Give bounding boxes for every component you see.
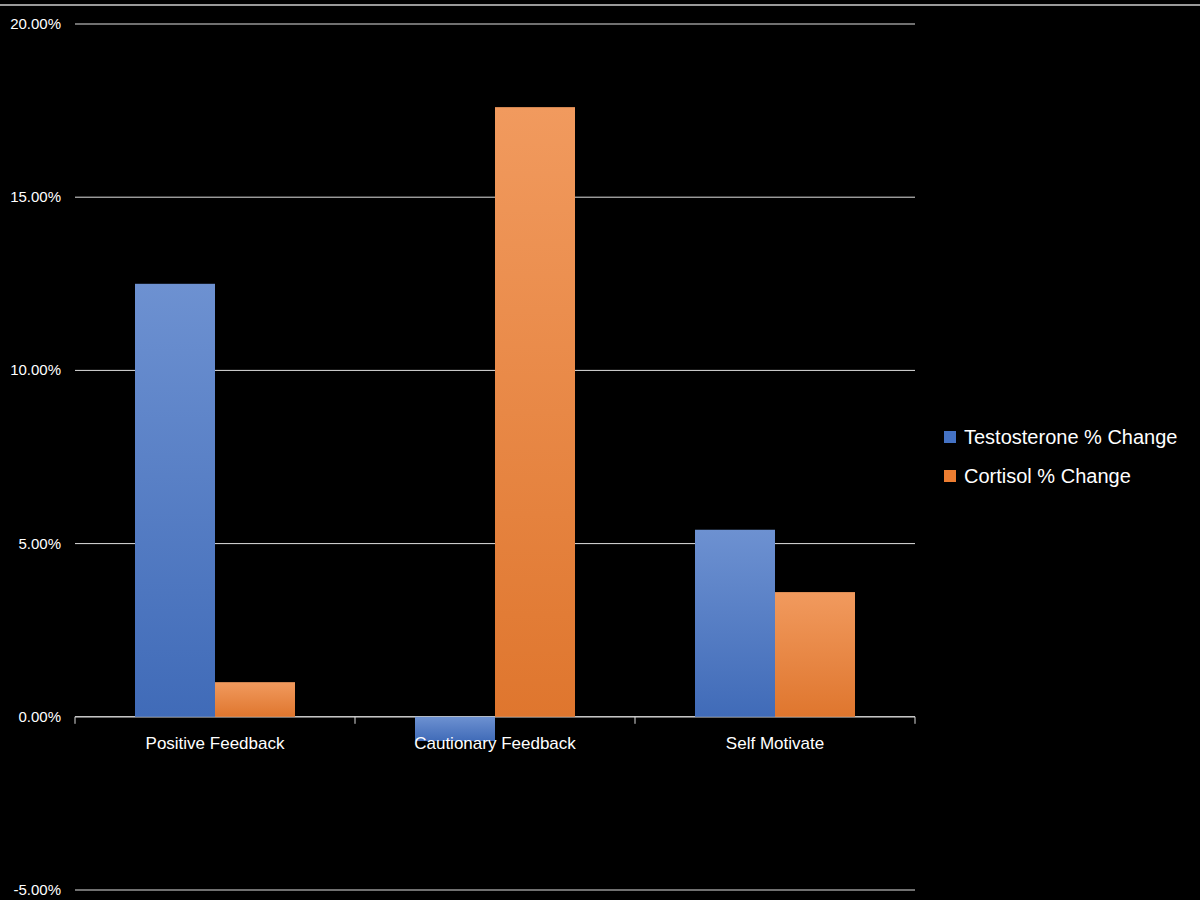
bar <box>495 107 575 717</box>
legend-label: Cortisol % Change <box>964 465 1131 487</box>
y-tick-label: 10.00% <box>10 361 61 378</box>
y-tick-label: 5.00% <box>18 535 61 552</box>
y-tick-label: 15.00% <box>10 188 61 205</box>
y-tick-label: -5.00% <box>13 881 61 898</box>
top-border <box>0 4 1200 6</box>
bar <box>135 284 215 717</box>
y-tick-label: 0.00% <box>18 708 61 725</box>
background <box>0 0 1200 900</box>
x-axis-tick <box>75 717 76 724</box>
grid <box>75 24 915 890</box>
x-axis-tick <box>355 717 356 724</box>
grid-line <box>75 890 915 891</box>
legend-swatch <box>944 470 956 482</box>
x-tick-label: Self Motivate <box>726 734 824 753</box>
x-axis-tick <box>915 717 916 724</box>
y-tick-label: 20.00% <box>10 15 61 32</box>
bar <box>215 682 295 717</box>
chart-container: -5.00% 0.00% 5.00% 10.00% 15.00% 20.00% Positi… <box>0 0 1200 900</box>
grid-line <box>75 24 915 25</box>
x-tick-label: Cautionary Feedback <box>414 734 576 753</box>
legend: Testosterone % Change Cortisol % Change <box>944 426 1177 487</box>
legend-swatch <box>944 431 956 443</box>
chart-svg: -5.00% 0.00% 5.00% 10.00% 15.00% 20.00% Positi… <box>0 0 1200 900</box>
bar <box>775 592 855 717</box>
bars <box>135 107 855 741</box>
x-axis-tick <box>635 717 636 724</box>
bar <box>695 530 775 717</box>
legend-label: Testosterone % Change <box>964 426 1177 448</box>
x-tick-label: Positive Feedback <box>146 734 285 753</box>
